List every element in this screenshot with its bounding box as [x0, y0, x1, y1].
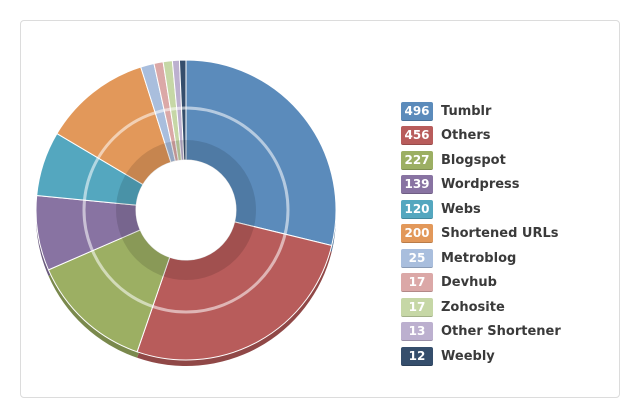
donut-hole: [136, 160, 236, 260]
legend-label: Blogspot: [441, 152, 506, 168]
donut-inner-shadow: [116, 140, 256, 280]
legend-item[interactable]: 17 Devhub: [401, 271, 561, 296]
legend-value-badge: 200: [401, 224, 433, 244]
legend-label: Zohosite: [441, 299, 505, 315]
legend-item[interactable]: 496 Tumblr: [401, 99, 561, 124]
legend-label: Webs: [441, 201, 481, 217]
legend-label: Other Shortener: [441, 324, 561, 340]
donut-chart: [35, 59, 337, 366]
legend-label: Others: [441, 128, 491, 144]
legend-value-badge: 12: [401, 346, 433, 366]
legend-item[interactable]: 13 Other Shortener: [401, 320, 561, 345]
legend-label: Tumblr: [441, 103, 492, 119]
chart-legend: 496 Tumblr 456 Others 227 Blogspot 139 Wordpres…: [401, 99, 561, 369]
legend-label: Shortened URLs: [441, 226, 559, 242]
legend-value-badge: 227: [401, 150, 433, 170]
chart-panel: 496 Tumblr 456 Others 227 Blogspot 139 Wordpres…: [20, 20, 620, 398]
legend-item[interactable]: 17 Zohosite: [401, 295, 561, 320]
legend-item[interactable]: 456 Others: [401, 124, 561, 149]
legend-label: Metroblog: [441, 250, 517, 266]
legend-item[interactable]: 227 Blogspot: [401, 148, 561, 173]
legend-label: Devhub: [441, 275, 497, 291]
legend-value-badge: 13: [401, 322, 433, 342]
legend-item[interactable]: 139 Wordpress: [401, 173, 561, 198]
donut-gloss-ring: [82, 106, 290, 314]
legend-value-badge: 17: [401, 297, 433, 317]
legend-item[interactable]: 120 Webs: [401, 197, 561, 222]
legend-value-badge: 17: [401, 273, 433, 293]
legend-value-badge: 120: [401, 199, 433, 219]
legend-label: Wordpress: [441, 177, 520, 193]
legend-value-badge: 496: [401, 101, 433, 121]
legend-value-badge: 456: [401, 126, 433, 146]
legend-value-badge: 25: [401, 248, 433, 268]
legend-item[interactable]: 25 Metroblog: [401, 246, 561, 271]
legend-item[interactable]: 12 Weebly: [401, 344, 561, 369]
legend-value-badge: 139: [401, 175, 433, 195]
legend-label: Weebly: [441, 348, 495, 364]
legend-item[interactable]: 200 Shortened URLs: [401, 222, 561, 247]
